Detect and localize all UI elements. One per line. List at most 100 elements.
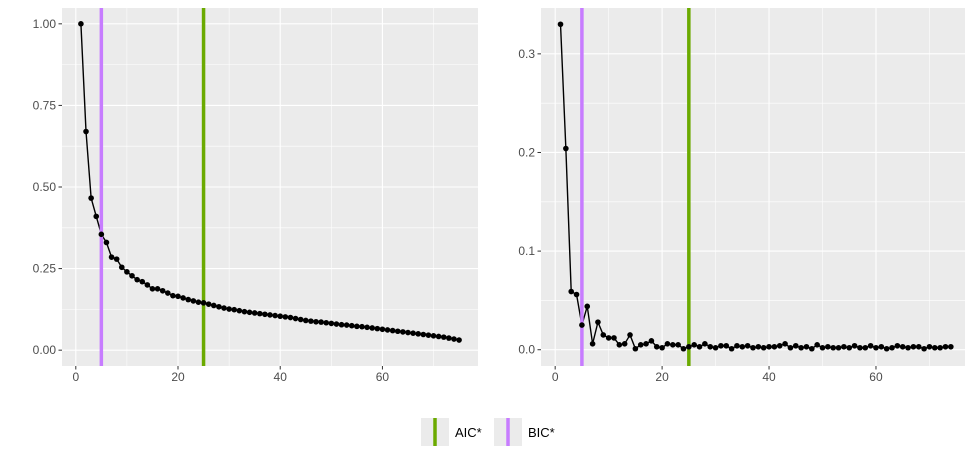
- data-point: [134, 276, 140, 283]
- data-point: [410, 330, 416, 337]
- y-tick-label: 0.1: [518, 244, 535, 258]
- data-point: [825, 343, 831, 350]
- data-point: [937, 344, 943, 351]
- data-point: [456, 337, 462, 343]
- data-point: [889, 344, 895, 351]
- data-point: [108, 254, 115, 260]
- data-point: [323, 319, 330, 326]
- data-point: [88, 195, 94, 201]
- data-point: [226, 306, 232, 312]
- data-point: [425, 332, 432, 338]
- data-point: [251, 310, 258, 316]
- data-point: [221, 305, 227, 311]
- data-point: [277, 313, 284, 320]
- data-point: [159, 287, 166, 294]
- data-point: [267, 312, 273, 318]
- data-point: [241, 308, 248, 315]
- data-point: [113, 256, 120, 262]
- data-point: [175, 293, 181, 300]
- data-point: [154, 286, 161, 292]
- data-point: [632, 345, 639, 352]
- data-point: [164, 290, 171, 296]
- data-point: [600, 332, 607, 338]
- data-point: [338, 321, 345, 328]
- y-tick-label: 0.75: [33, 98, 57, 112]
- data-point: [931, 344, 938, 351]
- data-point: [878, 343, 885, 350]
- data-point: [313, 318, 319, 325]
- data-point: [568, 288, 575, 295]
- data-point: [420, 331, 427, 338]
- data-point: [374, 325, 381, 332]
- data-point: [835, 344, 842, 351]
- data-point: [948, 343, 954, 350]
- data-point: [857, 344, 863, 351]
- data-point: [712, 344, 719, 351]
- data-point: [185, 296, 192, 303]
- data-point: [256, 310, 263, 317]
- data-point: [643, 341, 649, 347]
- x-tick-label: 20: [171, 370, 185, 384]
- data-point: [292, 315, 299, 322]
- left-panel: 0.00 0.25 0.50 0.75 1.00 0 20 40 60: [33, 8, 478, 384]
- data-point: [103, 239, 110, 246]
- data-point: [318, 319, 324, 325]
- data-point: [308, 318, 314, 324]
- data-point: [78, 21, 84, 27]
- data-point: [231, 306, 238, 313]
- data-point: [755, 343, 762, 350]
- data-point: [846, 344, 853, 351]
- data-point: [851, 342, 858, 349]
- legend-label-aic: AIC*: [455, 425, 482, 440]
- data-point: [216, 303, 222, 310]
- data-point: [170, 292, 176, 299]
- data-point: [942, 343, 949, 350]
- data-point: [343, 322, 350, 328]
- data-point: [894, 342, 901, 349]
- data-point: [899, 343, 906, 350]
- data-point: [771, 343, 778, 350]
- data-point: [297, 316, 304, 323]
- data-point: [563, 145, 569, 152]
- data-point: [750, 344, 756, 351]
- data-point: [236, 307, 243, 314]
- data-point: [451, 336, 457, 342]
- data-point: [680, 345, 687, 352]
- data-point: [803, 343, 810, 350]
- data-point: [616, 341, 623, 348]
- data-point: [282, 314, 289, 320]
- data-point: [707, 343, 714, 350]
- data-point: [364, 324, 370, 331]
- data-point: [333, 321, 340, 327]
- data-point: [93, 213, 100, 220]
- data-point: [584, 303, 591, 310]
- y-tick-label: 1.00: [33, 17, 57, 31]
- data-point: [394, 328, 401, 335]
- data-point: [190, 298, 197, 304]
- data-point: [195, 299, 202, 305]
- data-point: [124, 269, 130, 275]
- data-point: [446, 335, 452, 341]
- data-point: [814, 341, 820, 348]
- data-point: [841, 343, 847, 350]
- data-point: [787, 344, 794, 351]
- data-point: [98, 231, 105, 238]
- data-point: [792, 342, 799, 349]
- data-point: [415, 331, 422, 337]
- data-point: [910, 343, 917, 350]
- data-point: [384, 327, 391, 333]
- data-point: [883, 345, 890, 352]
- data-point: [144, 282, 151, 288]
- data-point: [354, 323, 360, 330]
- legend-label-bic: BIC*: [528, 425, 555, 440]
- data-point: [723, 342, 730, 349]
- data-point: [287, 314, 294, 321]
- data-point: [180, 295, 186, 301]
- data-point: [621, 341, 628, 347]
- y-tick-label: 0.3: [518, 47, 535, 61]
- data-point: [830, 344, 837, 351]
- data-point: [589, 341, 596, 347]
- y-tick-label: 0.00: [33, 343, 57, 357]
- data-point: [328, 320, 335, 327]
